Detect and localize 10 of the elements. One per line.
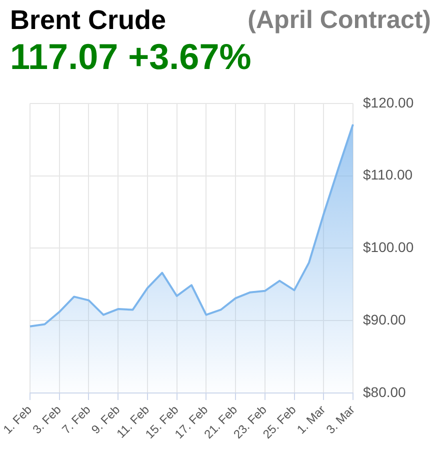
y-tick-label: $90.00	[363, 311, 406, 328]
chart-title: Brent Crude	[10, 4, 166, 36]
chart-subtitle: (April Contract)	[248, 5, 431, 36]
x-tick-label: 3. Mar	[324, 402, 358, 437]
y-tick-label: $100.00	[363, 239, 414, 256]
x-tick-label: 7. Feb	[59, 402, 94, 437]
text: 117.07 +3.67%	[10, 36, 252, 78]
y-tick-label: $120.00	[363, 94, 414, 110]
y-tick-label: $80.00	[363, 384, 406, 400]
y-tick-label: $110.00	[363, 166, 413, 183]
